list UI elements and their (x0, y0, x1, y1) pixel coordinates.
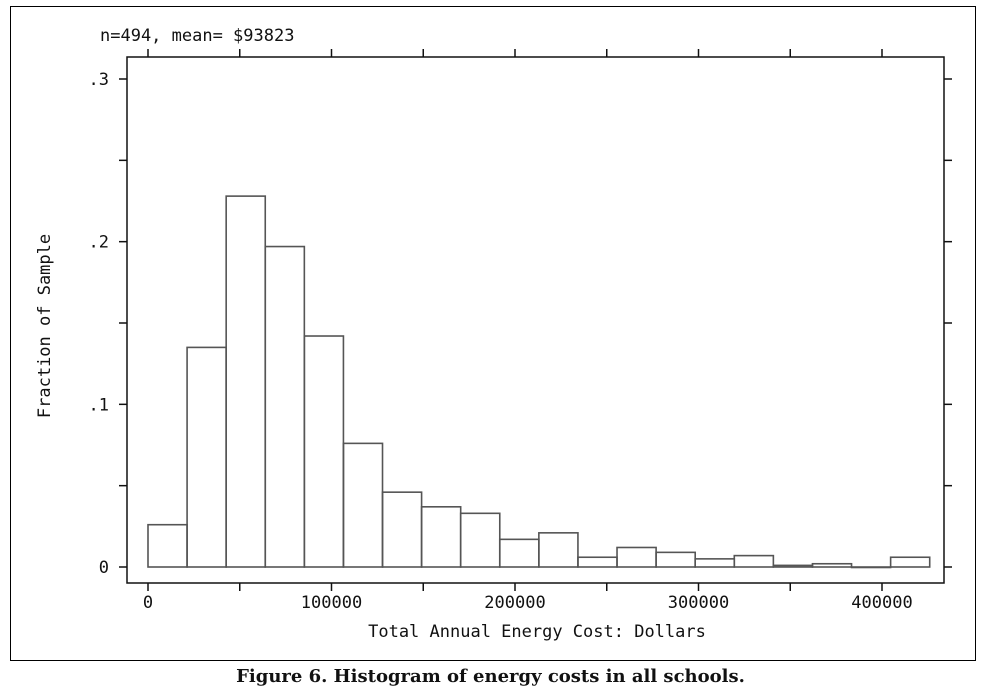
histogram-bar (889, 556, 931, 568)
plot-axes (126, 56, 945, 584)
histogram-bar (655, 551, 696, 568)
figure-frame (10, 6, 976, 661)
histogram-bar (381, 491, 423, 568)
y-axis-label: Fraction of Sample (35, 234, 55, 418)
histogram-bar (811, 562, 853, 568)
histogram-bar (459, 512, 501, 568)
histogram-bar (225, 195, 267, 568)
histogram-bar (342, 442, 384, 568)
histogram-bar (772, 564, 814, 568)
plot-box (126, 56, 945, 584)
histogram-bar (420, 506, 462, 568)
x-axis-label: Total Annual Energy Cost: Dollars (368, 622, 706, 642)
x-tick-label: 400000 (851, 593, 912, 613)
histogram-bar (733, 554, 775, 568)
histogram-bar (577, 556, 618, 568)
y-tick-label: 0 (99, 558, 109, 578)
histogram-bar (264, 245, 306, 568)
y-tick-label: .3 (89, 70, 109, 90)
histogram-bar (303, 335, 345, 568)
histogram-bars (147, 195, 931, 569)
histogram-bar (850, 566, 892, 569)
axis-ticks: 0 100000 200000 300000 400000 0 .1 .2 .3 (89, 49, 952, 613)
histogram-bar (498, 538, 540, 568)
x-tick-label: 100000 (301, 593, 362, 613)
chart-title: n=494, mean= $93823 (100, 26, 294, 46)
y-tick-label: .2 (89, 233, 109, 253)
y-tick-label: .1 (89, 395, 109, 415)
histogram-bar (694, 558, 736, 568)
x-tick-label: 200000 (484, 593, 545, 613)
x-tick-label: 300000 (668, 593, 729, 613)
x-tick-label: 0 (143, 593, 153, 613)
histogram-bar (147, 523, 188, 568)
histogram-bar (186, 346, 227, 568)
histogram-bar (538, 532, 579, 568)
histogram-bar (616, 546, 657, 568)
figure-caption: Figure 6. Histogram of energy costs in a… (236, 666, 745, 687)
